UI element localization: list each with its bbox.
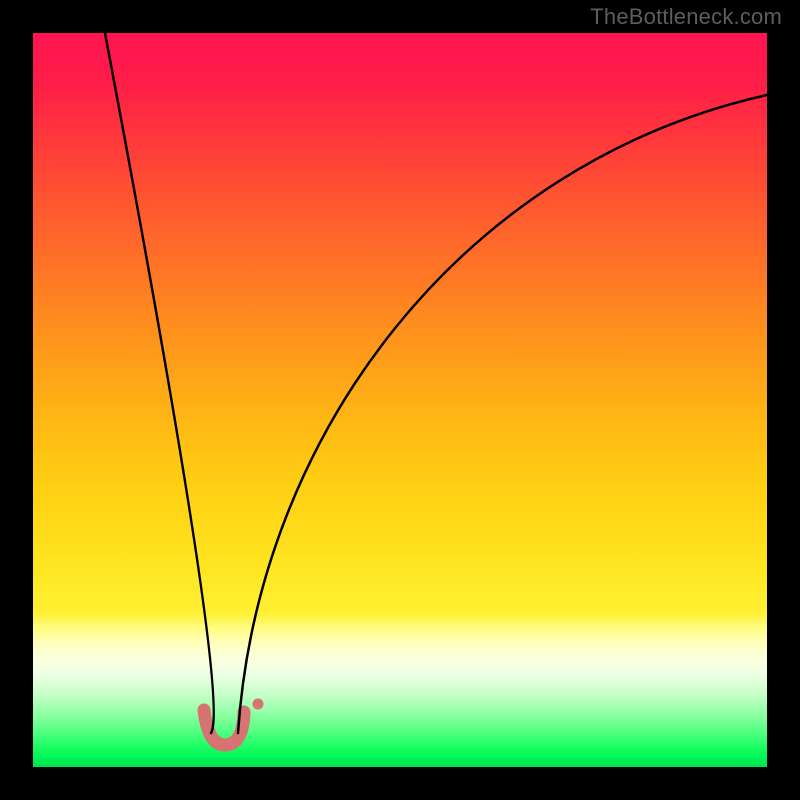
dot-marker <box>253 699 264 710</box>
stage: TheBottleneck.com <box>0 0 800 800</box>
chart-svg <box>0 0 800 800</box>
watermark-text: TheBottleneck.com <box>590 4 782 30</box>
plot-background <box>33 33 767 767</box>
